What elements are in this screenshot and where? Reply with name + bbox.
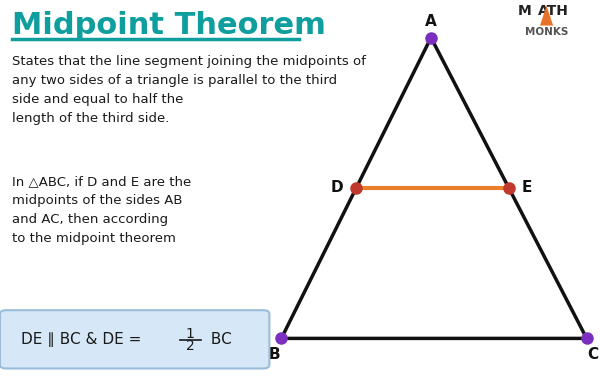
Text: States that the line segment joining the midpoints of
any two sides of a triangl: States that the line segment joining the… — [12, 55, 366, 124]
Text: B: B — [269, 347, 281, 362]
Text: 1: 1 — [186, 327, 195, 341]
Text: DE ∥ BC & DE =: DE ∥ BC & DE = — [21, 332, 146, 347]
FancyBboxPatch shape — [0, 310, 269, 368]
Text: In △ABC, if D and E are the
midpoints of the sides AB
and AC, then according
to : In △ABC, if D and E are the midpoints of… — [12, 175, 191, 245]
Polygon shape — [540, 6, 553, 26]
Text: 2: 2 — [186, 339, 195, 353]
Text: M: M — [518, 4, 532, 18]
Text: ATH: ATH — [538, 4, 568, 18]
Text: E: E — [522, 180, 532, 196]
Text: D: D — [331, 180, 343, 196]
Text: MONKS: MONKS — [525, 27, 568, 37]
Text: A: A — [425, 14, 437, 29]
Text: C: C — [587, 347, 599, 362]
Text: Midpoint Theorem: Midpoint Theorem — [12, 11, 326, 40]
Text: BC: BC — [206, 332, 232, 347]
